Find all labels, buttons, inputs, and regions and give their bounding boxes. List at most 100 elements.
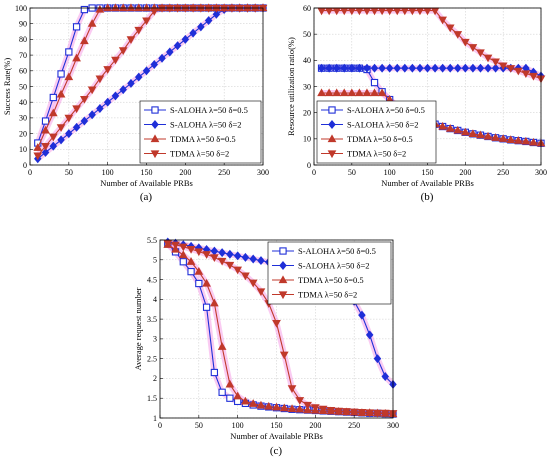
data-point-4 — [235, 4, 245, 13]
x-tick-label: 150 — [141, 168, 153, 177]
data-point-2 — [41, 147, 50, 157]
y-tick-label: 30 — [19, 114, 27, 123]
y-tick-label: 50 — [19, 82, 27, 91]
data-point-1 — [57, 70, 65, 78]
data-point-3 — [529, 137, 538, 146]
legend-label: S-ALOHA λ=50 δ=2 — [298, 261, 370, 271]
data-point-2 — [218, 248, 226, 258]
x-tick-label: 250 — [348, 421, 360, 430]
data-point-4 — [186, 245, 196, 254]
data-point-3 — [355, 88, 364, 97]
data-point-2 — [332, 63, 341, 73]
x-tick-label: 0 — [28, 168, 32, 177]
x-tick-label: 300 — [535, 168, 547, 177]
data-point-3 — [194, 267, 204, 275]
data-point-2 — [378, 63, 386, 73]
data-point-3 — [56, 89, 66, 98]
data-point-3 — [460, 127, 470, 136]
x-tick-label: 100 — [232, 421, 244, 430]
data-point-4 — [318, 405, 328, 414]
data-point-2 — [484, 63, 492, 73]
legend: S-ALOHA λ=50 δ=0.5 S-ALOHA λ=50 δ=2 TDMA λ… — [267, 241, 392, 305]
data-point-2 — [370, 63, 379, 73]
data-point-4 — [204, 4, 213, 13]
data-point-1 — [210, 368, 219, 377]
data-point-3 — [256, 400, 266, 409]
legend-label: S-ALOHA λ=50 δ=2 — [170, 120, 242, 130]
data-point-3 — [279, 403, 289, 412]
y-tick-label: 4 — [153, 295, 157, 304]
x-tick-label: 150 — [422, 168, 434, 177]
x-tick-label: 200 — [459, 168, 471, 177]
y-tick-label: 40 — [303, 56, 311, 65]
y-tick-label: 30 — [303, 82, 311, 91]
data-point-4 — [380, 409, 390, 418]
data-point-3 — [210, 298, 219, 307]
data-point-2 — [491, 63, 500, 73]
y-tick-label: 70 — [19, 51, 27, 60]
data-point-2 — [127, 78, 135, 88]
data-point-4 — [180, 4, 190, 13]
y-tick-label: 20 — [19, 129, 27, 138]
y-tick-label: 10 — [19, 145, 27, 154]
y-tick-label: 80 — [19, 35, 27, 44]
data-point-4 — [506, 65, 516, 73]
x-tick-label: 200 — [309, 421, 321, 430]
data-point-4 — [498, 62, 508, 71]
data-point-4 — [212, 4, 221, 13]
data-point-3 — [362, 88, 372, 97]
x-axis-label: Number of Available PRBs — [230, 431, 323, 441]
data-point-4 — [491, 58, 500, 67]
data-point-4 — [165, 4, 175, 13]
data-point-4 — [80, 95, 89, 104]
data-point-4 — [48, 133, 58, 142]
data-point-4 — [468, 44, 478, 52]
data-point-1 — [41, 117, 50, 125]
y-tick-label: 1 — [153, 414, 157, 423]
data-point-4 — [202, 251, 211, 259]
data-point-2 — [317, 63, 326, 73]
data-point-2 — [363, 63, 371, 73]
data-point-3 — [48, 108, 58, 117]
data-point-2 — [325, 63, 333, 73]
data-point-2 — [476, 63, 485, 73]
data-point-2 — [80, 116, 89, 126]
data-point-2 — [373, 354, 382, 364]
legend-label: S-ALOHA λ=50 δ=0.5 — [347, 105, 425, 115]
data-point-3 — [332, 88, 342, 97]
data-point-4 — [453, 31, 463, 39]
data-point-3 — [521, 136, 531, 145]
legend-label: S-ALOHA λ=50 δ=0.5 — [298, 246, 376, 256]
y-tick-label: 5.5 — [147, 236, 157, 245]
y-tick-label: 5 — [153, 256, 157, 265]
data-point-2 — [393, 63, 401, 73]
data-point-1 — [187, 267, 195, 276]
data-point-3 — [468, 129, 478, 137]
panel-label: (c) — [270, 445, 283, 457]
data-point-4 — [529, 72, 538, 81]
data-point-4 — [513, 67, 523, 76]
data-point-2 — [49, 141, 58, 151]
data-point-1 — [179, 258, 187, 266]
data-point-3 — [241, 396, 250, 405]
chart-panel-1: 0 50 100 150 200 250 300 0 10 20 30 40 50 60 70 80 90 100… — [2, 3, 269, 203]
data-point-4 — [243, 4, 252, 13]
y-tick-label: 4.5 — [147, 275, 157, 284]
data-point-2 — [96, 104, 104, 113]
x-tick-label: 300 — [257, 168, 269, 177]
data-point-3 — [111, 3, 120, 12]
panel-label: (a) — [140, 191, 153, 203]
data-point-3 — [483, 131, 493, 140]
y-tick-label: 60 — [19, 67, 27, 76]
legend-label: TDMA λ=50 δ=2 — [347, 149, 406, 159]
data-point-1 — [65, 48, 73, 56]
data-point-3 — [72, 53, 81, 62]
data-point-3 — [248, 399, 258, 407]
data-point-3 — [445, 124, 455, 132]
legend-marker — [151, 120, 159, 129]
data-point-4 — [111, 56, 120, 65]
data-point-1 — [370, 78, 379, 87]
chart-panel-2: 0 50 100 150 200 250 300 0 10 20 30 40 50 60 Number of… — [286, 4, 547, 203]
data-point-2 — [431, 63, 439, 73]
